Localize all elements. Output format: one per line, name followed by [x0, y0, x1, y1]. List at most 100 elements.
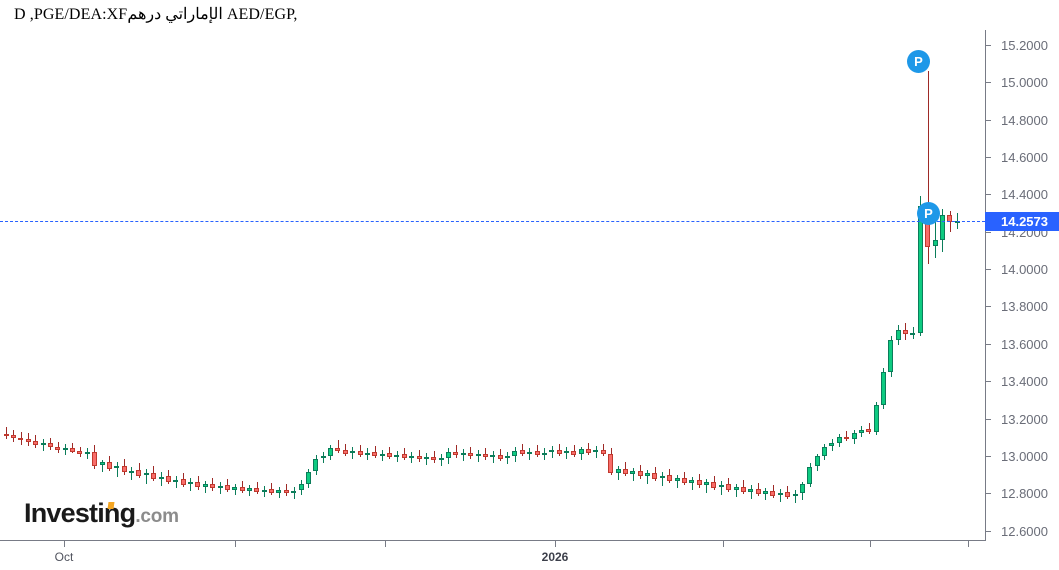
candle-wick — [389, 447, 390, 460]
price-tick-mark — [985, 419, 991, 420]
candle-body — [4, 433, 9, 436]
candle-body — [675, 477, 680, 481]
candle-wick — [522, 444, 523, 457]
candle-body — [181, 479, 186, 485]
candle-body — [144, 473, 149, 476]
time-tick-label: 2026 — [541, 550, 569, 564]
candle-body — [417, 455, 422, 460]
price-tick-label: 12.8000 — [1001, 486, 1048, 501]
time-axis-spine — [0, 540, 986, 541]
price-tick-mark — [985, 381, 991, 382]
candle-body — [476, 454, 481, 457]
candle-body — [468, 452, 473, 457]
price-tick-mark — [985, 531, 991, 532]
time-tick-mark — [555, 540, 556, 547]
candle-wick — [6, 426, 7, 440]
price-tick-mark — [985, 456, 991, 457]
candle-body — [903, 330, 908, 335]
candle-wick — [131, 466, 132, 481]
candle-body — [218, 485, 223, 489]
candle-body — [328, 448, 333, 456]
candle-body — [55, 446, 60, 450]
candle-body — [63, 447, 68, 450]
candle-body — [483, 453, 488, 458]
candle-body — [800, 484, 805, 494]
chart-title: D ,PGE/DEA:XFالإماراتي درهم AED/EGP, — [14, 6, 298, 23]
price-tick-label: 14.6000 — [1001, 150, 1048, 165]
candle-body — [505, 456, 510, 459]
candle-wick — [692, 476, 693, 491]
candle-body — [284, 489, 289, 494]
price-alert-badge[interactable]: P — [907, 50, 930, 73]
candle-wick — [286, 483, 287, 496]
candle-body — [313, 458, 318, 472]
candle-body — [122, 466, 127, 473]
investing-watermark: Investing .com — [24, 498, 179, 529]
time-tick-mark — [968, 540, 969, 547]
candle-body — [940, 214, 945, 240]
candle-body — [697, 479, 702, 486]
candle-body — [77, 450, 82, 454]
candle-body — [601, 449, 606, 454]
price-tick-mark — [985, 45, 991, 46]
candle-body — [129, 470, 134, 473]
candle-body — [778, 492, 783, 496]
watermark-suffix: .com — [135, 506, 179, 527]
candle-wick — [662, 472, 663, 486]
current-price-line — [0, 221, 985, 222]
candle-body — [527, 451, 532, 454]
watermark-brand: Investing — [24, 498, 136, 528]
candle-body — [188, 482, 193, 485]
candle-body — [770, 490, 775, 496]
candle-body — [254, 488, 259, 493]
candle-wick — [706, 479, 707, 493]
price-tick-label: 15.2000 — [1001, 38, 1048, 53]
price-tick-label: 13.2000 — [1001, 412, 1048, 427]
candle-wick — [603, 443, 604, 456]
candle-wick — [485, 447, 486, 460]
candle-body — [660, 475, 665, 479]
candle-body — [579, 449, 584, 455]
candle-body — [210, 483, 215, 489]
candle-body — [638, 470, 643, 477]
candle-body — [446, 452, 451, 458]
candle-body — [453, 451, 458, 456]
candle-body — [306, 471, 311, 484]
candle-body — [682, 477, 687, 484]
candle-body — [11, 435, 16, 438]
candle-body — [173, 479, 178, 482]
candle-body — [896, 330, 901, 341]
candle-body — [918, 205, 923, 333]
candle-wick — [935, 207, 936, 258]
candle-body — [535, 451, 540, 456]
candle-body — [837, 437, 842, 443]
candle-body — [616, 469, 621, 473]
candle-body — [557, 449, 562, 454]
candle-wick — [618, 466, 619, 480]
current-price-badge[interactable]: 14.2573 — [985, 212, 1059, 231]
price-tick-label: 13.6000 — [1001, 337, 1048, 352]
candle-body — [291, 490, 296, 494]
candle-wick — [928, 71, 929, 264]
candle-body — [793, 493, 798, 497]
candle-body — [48, 443, 53, 448]
candle-body — [225, 485, 230, 490]
candle-wick — [220, 482, 221, 495]
candle-body — [586, 448, 591, 453]
candle-body — [711, 482, 716, 488]
candle-body — [593, 450, 598, 453]
price-alert-badge[interactable]: P — [917, 202, 940, 225]
candle-body — [335, 448, 340, 451]
price-tick-mark — [985, 232, 991, 233]
candle-body — [232, 487, 237, 490]
candle-body — [571, 451, 576, 455]
candle-body — [358, 451, 363, 455]
candle-body — [807, 466, 812, 484]
price-axis[interactable]: 15.2000 15.0000 14.8000 14.6000 14.4000 14.20… — [985, 30, 1059, 540]
candle-body — [240, 486, 245, 492]
price-tick-label: 14.4000 — [1001, 187, 1048, 202]
candle-body — [748, 489, 753, 492]
candle-body — [520, 450, 525, 455]
